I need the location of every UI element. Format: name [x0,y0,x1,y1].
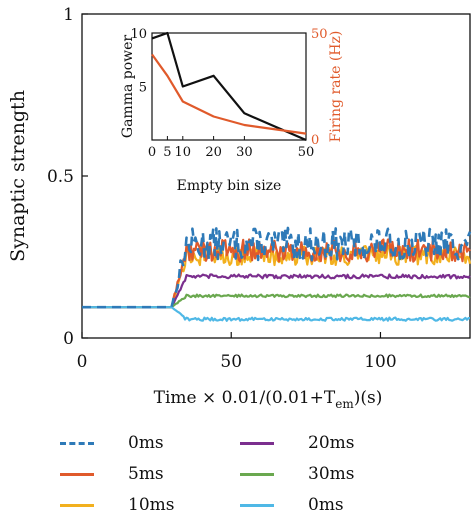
y-tick-label: 0.5 [47,167,74,187]
y-axis-label: Synaptic strength [7,90,29,262]
x-tick-label: 50 [220,352,242,372]
legend-swatch [60,441,94,445]
inset-y-right-tick-label: 50 [311,27,328,42]
legend-label: 0ms [308,495,344,515]
inset-series-line [151,53,307,135]
inset-x-tick-label: 50 [298,145,315,160]
legend-label: 10ms [128,495,175,515]
inset-y-right-axis-label: Firing rate (Hz) [328,31,344,143]
legend-swatch [240,503,274,507]
series-line-20ms [82,273,471,309]
legend-item: 0ms [240,490,344,520]
inset-x-tick-label: 10 [175,145,192,160]
legend-swatch [60,472,94,476]
inset-x-tick-label: 30 [236,145,253,160]
series-line-0ms [82,226,472,309]
legend-label: 20ms [308,433,355,453]
legend: 0ms 20ms 5ms 30ms 10ms 0ms [60,428,460,523]
inset-y-left-axis-label: Gamma power [120,35,136,139]
legend-item: 20ms [240,428,354,458]
legend-label: 5ms [128,464,164,484]
legend-label: 0ms [128,433,164,453]
series-line-0ms [82,306,470,322]
inset-x-axis-label: Empty bin size [177,178,282,194]
legend-item: 0ms [60,428,164,458]
y-tick-label: 0 [63,329,74,349]
series-line-30ms [82,293,471,309]
inset-series-line [151,31,307,142]
legend-item: 10ms [60,490,174,520]
legend-item: 30ms [240,459,354,489]
x-tick-label: 100 [364,352,396,372]
x-axis-label: Time × 0.01/(0.01+Tem)(s) [154,388,383,411]
legend-swatch [240,441,274,445]
legend-swatch [60,503,94,507]
inset-x-tick-label: 20 [205,145,222,160]
y-tick-label: 1 [63,5,74,25]
legend-swatch [240,472,274,476]
x-tick-label: 0 [77,352,88,372]
legend-item: 5ms [60,459,164,489]
inset-x-tick-label: 5 [163,145,171,160]
inset-y-left-tick-label: 10 [130,27,147,42]
legend-label: 30ms [308,464,355,484]
inset-y-right-tick-label: 0 [311,133,319,148]
inset-x-tick-label: 0 [148,145,156,160]
inset-y-left-tick-label: 5 [139,81,147,96]
inset-frame [151,32,307,141]
